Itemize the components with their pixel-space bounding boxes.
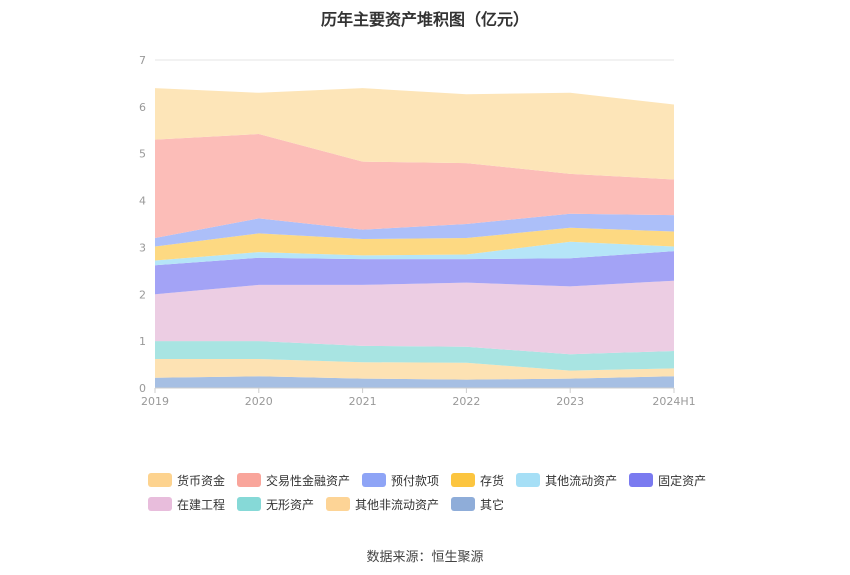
area-series — [155, 341, 674, 371]
area-series — [155, 251, 674, 295]
legend-label: 其他非流动资产 — [355, 497, 440, 512]
stacked-area-chart: 0 1 2 3 4 5 6 7 2019 2020 2021 2022 2023 2024H1 — [139, 54, 696, 408]
legend-swatch — [362, 473, 387, 487]
chart-title: 历年主要资产堆积图（亿元） — [320, 10, 529, 29]
legend-label: 固定资产 — [658, 473, 707, 488]
area-series — [155, 227, 674, 261]
x-tick-label: 2020 — [245, 395, 273, 408]
legend-item[interactable]: 其他流动资产 — [516, 471, 617, 489]
area-series — [155, 241, 674, 266]
legend-item[interactable]: 其它 — [451, 495, 504, 513]
legend-label: 预付款项 — [391, 473, 440, 488]
legend-item[interactable]: 存货 — [451, 471, 504, 489]
legend-item[interactable]: 货币资金 — [148, 471, 225, 489]
legend-label: 存货 — [480, 473, 505, 488]
area-series — [155, 280, 674, 355]
legend-swatch — [326, 497, 351, 511]
x-tick-label: 2021 — [349, 395, 377, 408]
legend-label: 货币资金 — [177, 473, 226, 488]
y-tick-label: 0 — [139, 382, 146, 395]
area-series — [155, 88, 674, 180]
y-tick-label: 6 — [139, 101, 146, 114]
area-series — [155, 376, 674, 388]
y-tick-label: 4 — [139, 195, 146, 208]
area-series — [155, 213, 674, 247]
x-tick-label: 2023 — [556, 395, 584, 408]
legend-swatch — [629, 473, 654, 487]
legend-label: 其它 — [480, 497, 505, 512]
legend-swatch — [451, 473, 476, 487]
legend-swatch — [237, 497, 262, 511]
x-tick-label: 2019 — [141, 395, 169, 408]
legend-label: 在建工程 — [177, 497, 226, 512]
legend-item[interactable]: 在建工程 — [148, 495, 225, 513]
legend-item[interactable]: 无形资产 — [237, 495, 314, 513]
y-tick-label: 1 — [139, 335, 146, 348]
area-series — [155, 358, 674, 380]
legend-item[interactable]: 预付款项 — [362, 471, 439, 489]
legend-swatch — [237, 473, 262, 487]
legend-item[interactable]: 其他非流动资产 — [326, 495, 439, 513]
legend-swatch — [148, 497, 172, 511]
legend-item[interactable]: 交易性金融资产 — [237, 471, 350, 489]
y-tick-label: 7 — [139, 54, 146, 67]
legend-swatch — [451, 497, 476, 511]
legend-label: 无形资产 — [266, 497, 315, 512]
legend-item[interactable]: 固定资产 — [629, 471, 706, 489]
source-note: 数据来源：恒生聚源 — [366, 550, 484, 565]
y-tick-label: 2 — [139, 288, 146, 301]
x-tick-label: 2024H1 — [652, 395, 695, 408]
legend: 货币资金 交易性金融资产 预付款项 存货 其他流动资产 固定资产在建工程 无形资产 其他非流动… — [148, 471, 748, 513]
area-series — [155, 134, 674, 239]
x-tick-label: 2022 — [452, 395, 480, 408]
legend-label: 其他流动资产 — [545, 473, 618, 488]
legend-label: 交易性金融资产 — [266, 473, 351, 488]
legend-swatch — [148, 473, 172, 487]
y-tick-label: 3 — [139, 241, 146, 254]
y-tick-label: 5 — [139, 148, 146, 161]
legend-swatch — [516, 473, 541, 487]
